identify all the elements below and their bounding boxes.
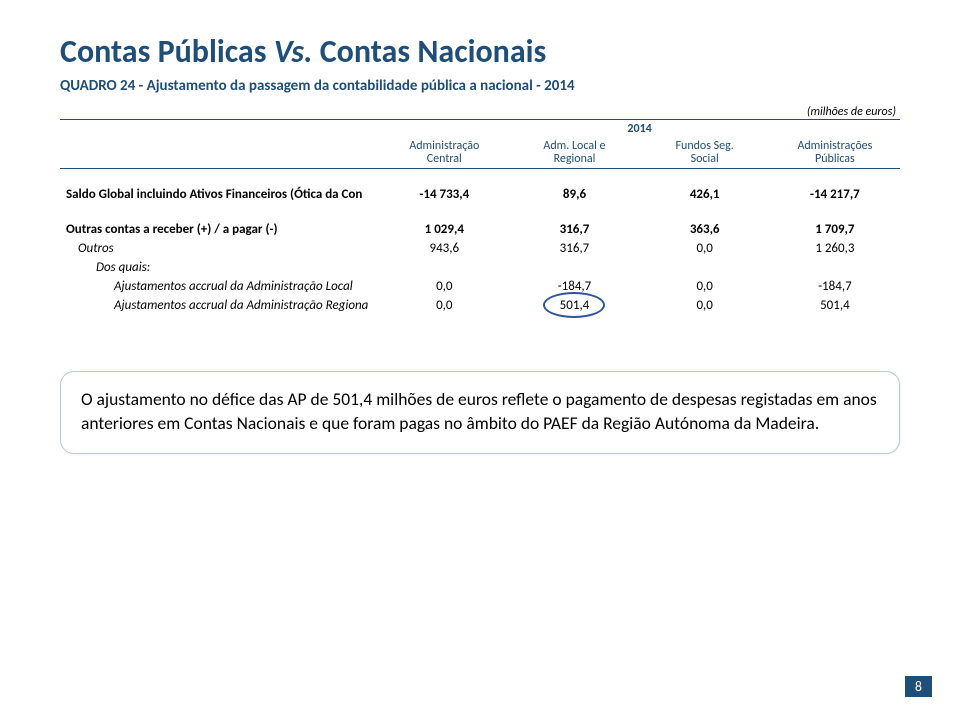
page-number: 8 (905, 676, 932, 697)
row-saldo-label: Saldo Global incluindo Ativos Financeiro… (60, 185, 379, 204)
data-table: 2014 Administração Central Adm. Local e … (60, 119, 900, 315)
row-dosquais-label: Dos quais: (60, 258, 379, 277)
row-outras: Outras contas a receber (+) / a pagar (-… (60, 220, 900, 239)
row-ajlocal-v2: 0,0 (640, 277, 770, 296)
callout-text: O ajustamento no défice das AP de 501,4 … (81, 388, 877, 434)
row-ajlocal-v3: -184,7 (770, 277, 900, 296)
row-outras-v3: 1 709,7 (770, 220, 900, 239)
row-ajreg: Ajustamentos accrual da Administração Re… (60, 296, 900, 315)
col-hdr-2: Fundos Seg. Social (640, 138, 770, 169)
unit-note: (milhões de euros) (60, 105, 896, 119)
row-outros: Outros 943,6 316,7 0,0 1 260,3 (60, 239, 900, 258)
row-ajreg-v1: 501,4 (509, 296, 639, 315)
row-outros-v0: 943,6 (379, 239, 509, 258)
row-ajreg-v3: 501,4 (770, 296, 900, 315)
row-outras-label: Outras contas a receber (+) / a pagar (-… (60, 220, 379, 239)
row-ajreg-label: Ajustamentos accrual da Administração Re… (60, 296, 379, 315)
row-outros-v2: 0,0 (640, 239, 770, 258)
col-year: 2014 (509, 120, 769, 139)
title-part-vs: Vs. (274, 32, 313, 71)
row-outros-label: Outros (60, 239, 379, 258)
col-hdr-1: Adm. Local e Regional (509, 138, 639, 169)
row-saldo-v0: -14 733,4 (379, 185, 509, 204)
row-ajreg-v0: 0,0 (379, 296, 509, 315)
callout-box: O ajustamento no défice das AP de 501,4 … (60, 371, 900, 454)
row-outros-v1: 316,7 (509, 239, 639, 258)
row-saldo-v2: 426,1 (640, 185, 770, 204)
row-outras-v2: 363,6 (640, 220, 770, 239)
title-part-a: Contas Públicas (60, 32, 274, 71)
row-saldo: Saldo Global incluindo Ativos Financeiro… (60, 185, 900, 204)
row-ajlocal: Ajustamentos accrual da Administração Lo… (60, 277, 900, 296)
page-title: Contas Públicas Vs. Contas Nacionais (60, 32, 900, 71)
title-part-b: Contas Nacionais (312, 32, 546, 71)
row-saldo-v1: 89,6 (509, 185, 639, 204)
row-outras-v1: 316,7 (509, 220, 639, 239)
quadro-subtitle: QUADRO 24 - Ajustamento da passagem da c… (60, 77, 900, 95)
row-dosquais: Dos quais: (60, 258, 900, 277)
col-hdr-0: Administração Central (379, 138, 509, 169)
row-ajreg-v1-text: 501,4 (560, 298, 590, 313)
row-ajlocal-v0: 0,0 (379, 277, 509, 296)
row-outras-v0: 1 029,4 (379, 220, 509, 239)
row-ajlocal-label: Ajustamentos accrual da Administração Lo… (60, 277, 379, 296)
row-ajlocal-v1: -184,7 (509, 277, 639, 296)
row-ajreg-v2: 0,0 (640, 296, 770, 315)
row-outros-v3: 1 260,3 (770, 239, 900, 258)
col-hdr-3: Administrações Públicas (770, 138, 900, 169)
row-saldo-v3: -14 217,7 (770, 185, 900, 204)
